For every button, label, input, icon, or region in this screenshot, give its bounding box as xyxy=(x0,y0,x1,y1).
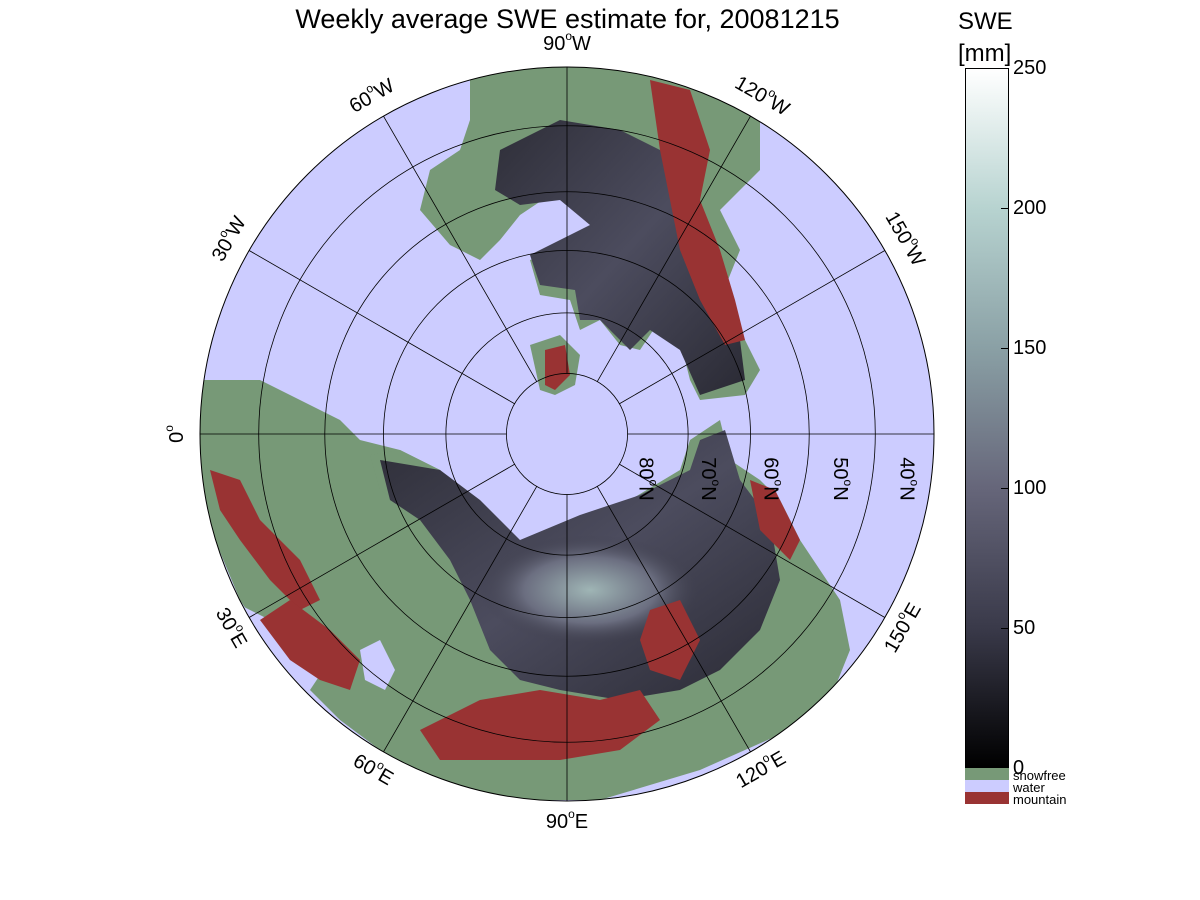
colorbar-tick-label: 250 xyxy=(1013,57,1047,79)
meridian-line xyxy=(619,250,886,405)
meridian-label: 90oE xyxy=(546,807,588,833)
figure-title: Weekly average SWE estimate for, 2008121… xyxy=(295,4,840,34)
parallel-label: 40oN xyxy=(895,457,921,500)
meridian-line xyxy=(596,486,751,753)
parallel-label: 50oN xyxy=(829,457,855,500)
meridian-label: 90oW xyxy=(543,29,591,55)
colorbar-title-unit: [mm] xyxy=(958,40,1012,67)
meridian-line xyxy=(248,250,515,405)
map-border xyxy=(199,66,935,802)
graticule xyxy=(200,67,934,801)
category-label-mountain: mountain xyxy=(1013,792,1067,807)
meridian-label: 60oW xyxy=(344,71,399,118)
colorbar-tick-label: 0 xyxy=(1013,757,1025,779)
water-caspian xyxy=(360,640,395,690)
meridian-label: 180oW xyxy=(946,405,950,464)
colorbar-tick-label: 100 xyxy=(1013,477,1047,499)
meridian-label: 0o xyxy=(162,425,188,443)
mountain-central-asia xyxy=(420,690,660,760)
colorbar xyxy=(965,68,1009,768)
category-swatch-snowfree xyxy=(965,768,1009,780)
parallel-label: 80oN xyxy=(634,457,660,500)
colorbar-title-quantity: SWE xyxy=(958,8,1013,35)
category-swatch-water xyxy=(965,780,1009,792)
polar-map: 90oW120oW150oW180oW150oE120oE90oE60oE30o… xyxy=(162,29,950,833)
colorbar-tick-label: 200 xyxy=(1013,197,1047,219)
colorbar-tick-mark xyxy=(1001,488,1009,489)
colorbar-tick-mark xyxy=(1001,68,1009,69)
mountain-far-east xyxy=(750,480,800,560)
parallel-label: 60oN xyxy=(759,457,785,500)
deep-snow-siberia xyxy=(480,535,700,645)
colorbar-tick-mark xyxy=(1001,628,1009,629)
mountain-greenland-coast xyxy=(545,345,570,390)
mountain-europe-south xyxy=(260,600,360,690)
colorbar-tick-mark xyxy=(1001,208,1009,209)
mountain-rockies xyxy=(650,80,745,345)
meridian-line xyxy=(383,486,538,753)
category-label-snowfree: snowfree xyxy=(1013,768,1066,783)
colorbar-tick-label: 150 xyxy=(1013,337,1047,359)
colorbar-tick-mark xyxy=(1001,348,1009,349)
colorbar-title: SWE [mm] xyxy=(958,6,1013,70)
meridian-label: 30oW xyxy=(204,211,251,266)
colorbar-tick-label: 50 xyxy=(1013,617,1036,639)
meridian-line xyxy=(619,463,886,618)
category-label-water: water xyxy=(1013,780,1045,795)
meridian-line xyxy=(248,463,515,618)
category-swatch-mountain xyxy=(965,792,1009,804)
meridian-line xyxy=(596,115,751,382)
meridian-line xyxy=(383,115,538,382)
parallel-label: 70oN xyxy=(697,457,723,500)
